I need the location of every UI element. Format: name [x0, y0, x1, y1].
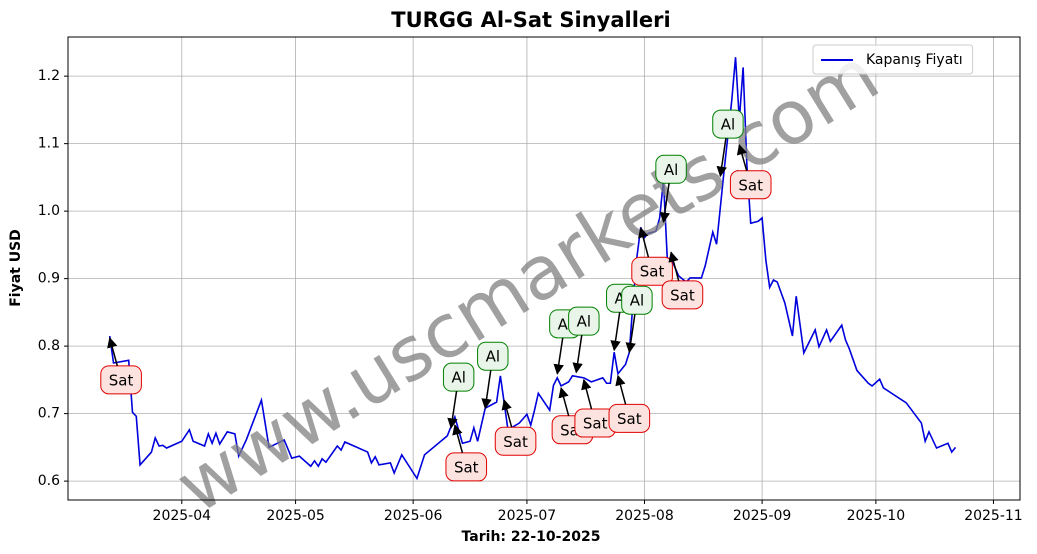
annotation-arrow	[615, 374, 627, 405]
y-tick-label: 1.2	[38, 68, 60, 84]
y-tick-label: 0.9	[38, 271, 60, 287]
x-tick-label: 2025-07	[498, 508, 557, 524]
signal-annotation: Al	[442, 362, 475, 392]
signal-annotation: Sat	[608, 403, 651, 433]
annotation-box	[729, 170, 772, 200]
plot-area	[108, 57, 957, 481]
annotation-box	[631, 256, 673, 286]
y-tick-label: 0.6	[38, 473, 60, 489]
annotation-label: Al	[721, 116, 735, 134]
signal-annotation: Al	[621, 285, 653, 315]
annotations: SatAlSatAlSatAlSatAlSatAlSatAlSatAlSatAl…	[100, 109, 772, 482]
annotation-box	[655, 154, 687, 184]
signal-annotation: Sat	[729, 170, 772, 200]
annotation-label: Al	[664, 161, 678, 179]
annotation-label: Sat	[454, 458, 479, 476]
annotation-box	[100, 365, 142, 395]
x-axis-label: Tarih: 22-10-2025	[462, 529, 601, 545]
annotation-arrow	[581, 378, 593, 410]
annotation-arrow	[558, 386, 570, 417]
y-tick-label: 1.1	[38, 136, 60, 152]
signal-annotation: Al	[477, 341, 509, 371]
axes-frame	[67, 36, 1021, 501]
signal-annotation: Sat	[574, 408, 617, 438]
annotation-arrow	[107, 337, 119, 367]
annotation-box	[621, 285, 653, 315]
price-line	[108, 57, 957, 481]
x-tick-label: 2025-06	[384, 508, 443, 524]
x-tick-label: 2025-04	[153, 508, 212, 524]
legend-label: Kapanış Fiyatı	[866, 52, 963, 68]
annotation-box	[661, 280, 704, 310]
annotation-box	[494, 426, 537, 456]
annotation-box	[712, 109, 744, 139]
grid	[68, 37, 1020, 500]
annotation-label: Sat	[109, 371, 134, 389]
annotation-label: Al	[451, 369, 465, 387]
signal-annotation: Al	[568, 306, 600, 336]
annotation-arrow	[501, 399, 513, 428]
annotation-box	[442, 362, 475, 392]
annotation-label: Sat	[617, 410, 642, 428]
legend: Kapanış Fiyatı	[812, 44, 974, 75]
signal-annotation: Sat	[631, 256, 673, 286]
chart-title: TURGG Al-Sat Sinyalleri	[391, 8, 670, 32]
annotation-label: Al	[577, 313, 591, 331]
signal-annotation: Al	[712, 109, 744, 139]
signal-annotation: Sat	[445, 452, 488, 482]
annotation-label: Sat	[503, 433, 528, 451]
legend-box	[812, 44, 974, 75]
annotation-box	[568, 306, 600, 336]
annotation-arrow	[447, 391, 458, 429]
x-tick-label: 2025-09	[733, 508, 792, 524]
annotation-arrow	[716, 137, 727, 178]
annotation-label: Al	[630, 292, 644, 310]
annotation-arrow	[638, 226, 650, 258]
annotation-arrow	[659, 183, 671, 223]
signal-annotation: Sat	[100, 365, 142, 395]
annotation-box	[445, 452, 488, 482]
x-tick-label: 2025-10	[847, 508, 906, 524]
x-tick-label: 2025-05	[266, 508, 325, 524]
annotation-arrow	[625, 314, 636, 354]
annotation-arrow	[481, 370, 492, 410]
y-tick-label: 0.8	[38, 338, 60, 354]
signal-annotation: Sat	[494, 426, 537, 456]
annotation-label: Sat	[738, 176, 763, 194]
y-tick-label: 1.0	[38, 203, 60, 219]
y-axis-label: Fiyat USD	[8, 229, 24, 307]
annotation-arrow	[572, 335, 583, 374]
x-tick-label: 2025-11	[964, 508, 1023, 524]
signal-annotation: Al	[655, 154, 687, 184]
annotation-box	[608, 403, 651, 433]
annotation-label: Sat	[640, 263, 665, 281]
annotation-label: Al	[486, 348, 500, 366]
annotation-label: Sat	[583, 415, 608, 433]
annotation-box	[477, 341, 509, 371]
annotation-arrow	[610, 312, 621, 352]
annotation-label: Sat	[670, 286, 695, 304]
y-tick-label: 0.7	[38, 406, 60, 422]
annotation-arrow	[553, 337, 564, 375]
annotation-arrow	[736, 143, 748, 172]
signal-annotation: Sat	[661, 280, 704, 310]
annotation-arrow	[452, 424, 464, 454]
axes: 0.6 0.7 0.8 0.9 1.0 1.1 1.2 2025-04 2025-05 2025-…	[38, 68, 1023, 524]
annotation-arrow	[668, 251, 680, 282]
x-tick-label: 2025-08	[615, 508, 674, 524]
